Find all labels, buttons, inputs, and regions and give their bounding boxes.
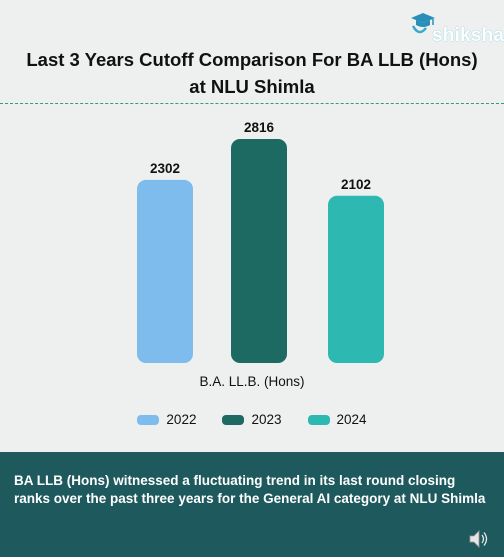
logo-wordmark: shiksha [432, 25, 504, 46]
data-label-2023: 2816 [244, 120, 275, 135]
chart-legend: 2022 2023 2024 [0, 412, 504, 427]
legend-swatch [222, 414, 245, 425]
bar-2022 [137, 179, 193, 363]
x-axis-label: B.A. LL.B. (Hons) [199, 374, 305, 389]
legend-swatch [307, 414, 330, 425]
caption-text: BA LLB (Hons) witnessed a fluctuating tr… [14, 473, 486, 506]
speaker-icon[interactable] [468, 529, 490, 549]
chart-title-line-2: at NLU Shimla [189, 76, 315, 97]
legend-item-2022: 2022 [137, 412, 196, 427]
legend-label: 2023 [251, 412, 282, 427]
bar-chart: 2302 2816 2102 [137, 120, 384, 363]
title-divider [0, 103, 504, 104]
graduate-cap-icon [411, 13, 435, 34]
chart-title: Last 3 Years Cutoff Comparison For BA LL… [0, 46, 504, 100]
legend-item-2024: 2024 [307, 412, 367, 427]
bar-2023 [231, 139, 287, 363]
bar-2024 [328, 195, 384, 363]
bar-group: 2302 2816 2102 [137, 120, 384, 363]
legend-label: 2024 [336, 412, 367, 427]
chart-title-line-1: Last 3 Years Cutoff Comparison For BA LL… [26, 49, 478, 70]
data-label-2024: 2102 [341, 177, 371, 192]
data-label-2022: 2302 [150, 161, 180, 176]
caption-panel: BA LLB (Hons) witnessed a fluctuating tr… [0, 452, 504, 557]
legend-item-2023: 2023 [222, 412, 282, 427]
legend-label: 2022 [166, 412, 197, 427]
legend-swatch [137, 414, 160, 425]
